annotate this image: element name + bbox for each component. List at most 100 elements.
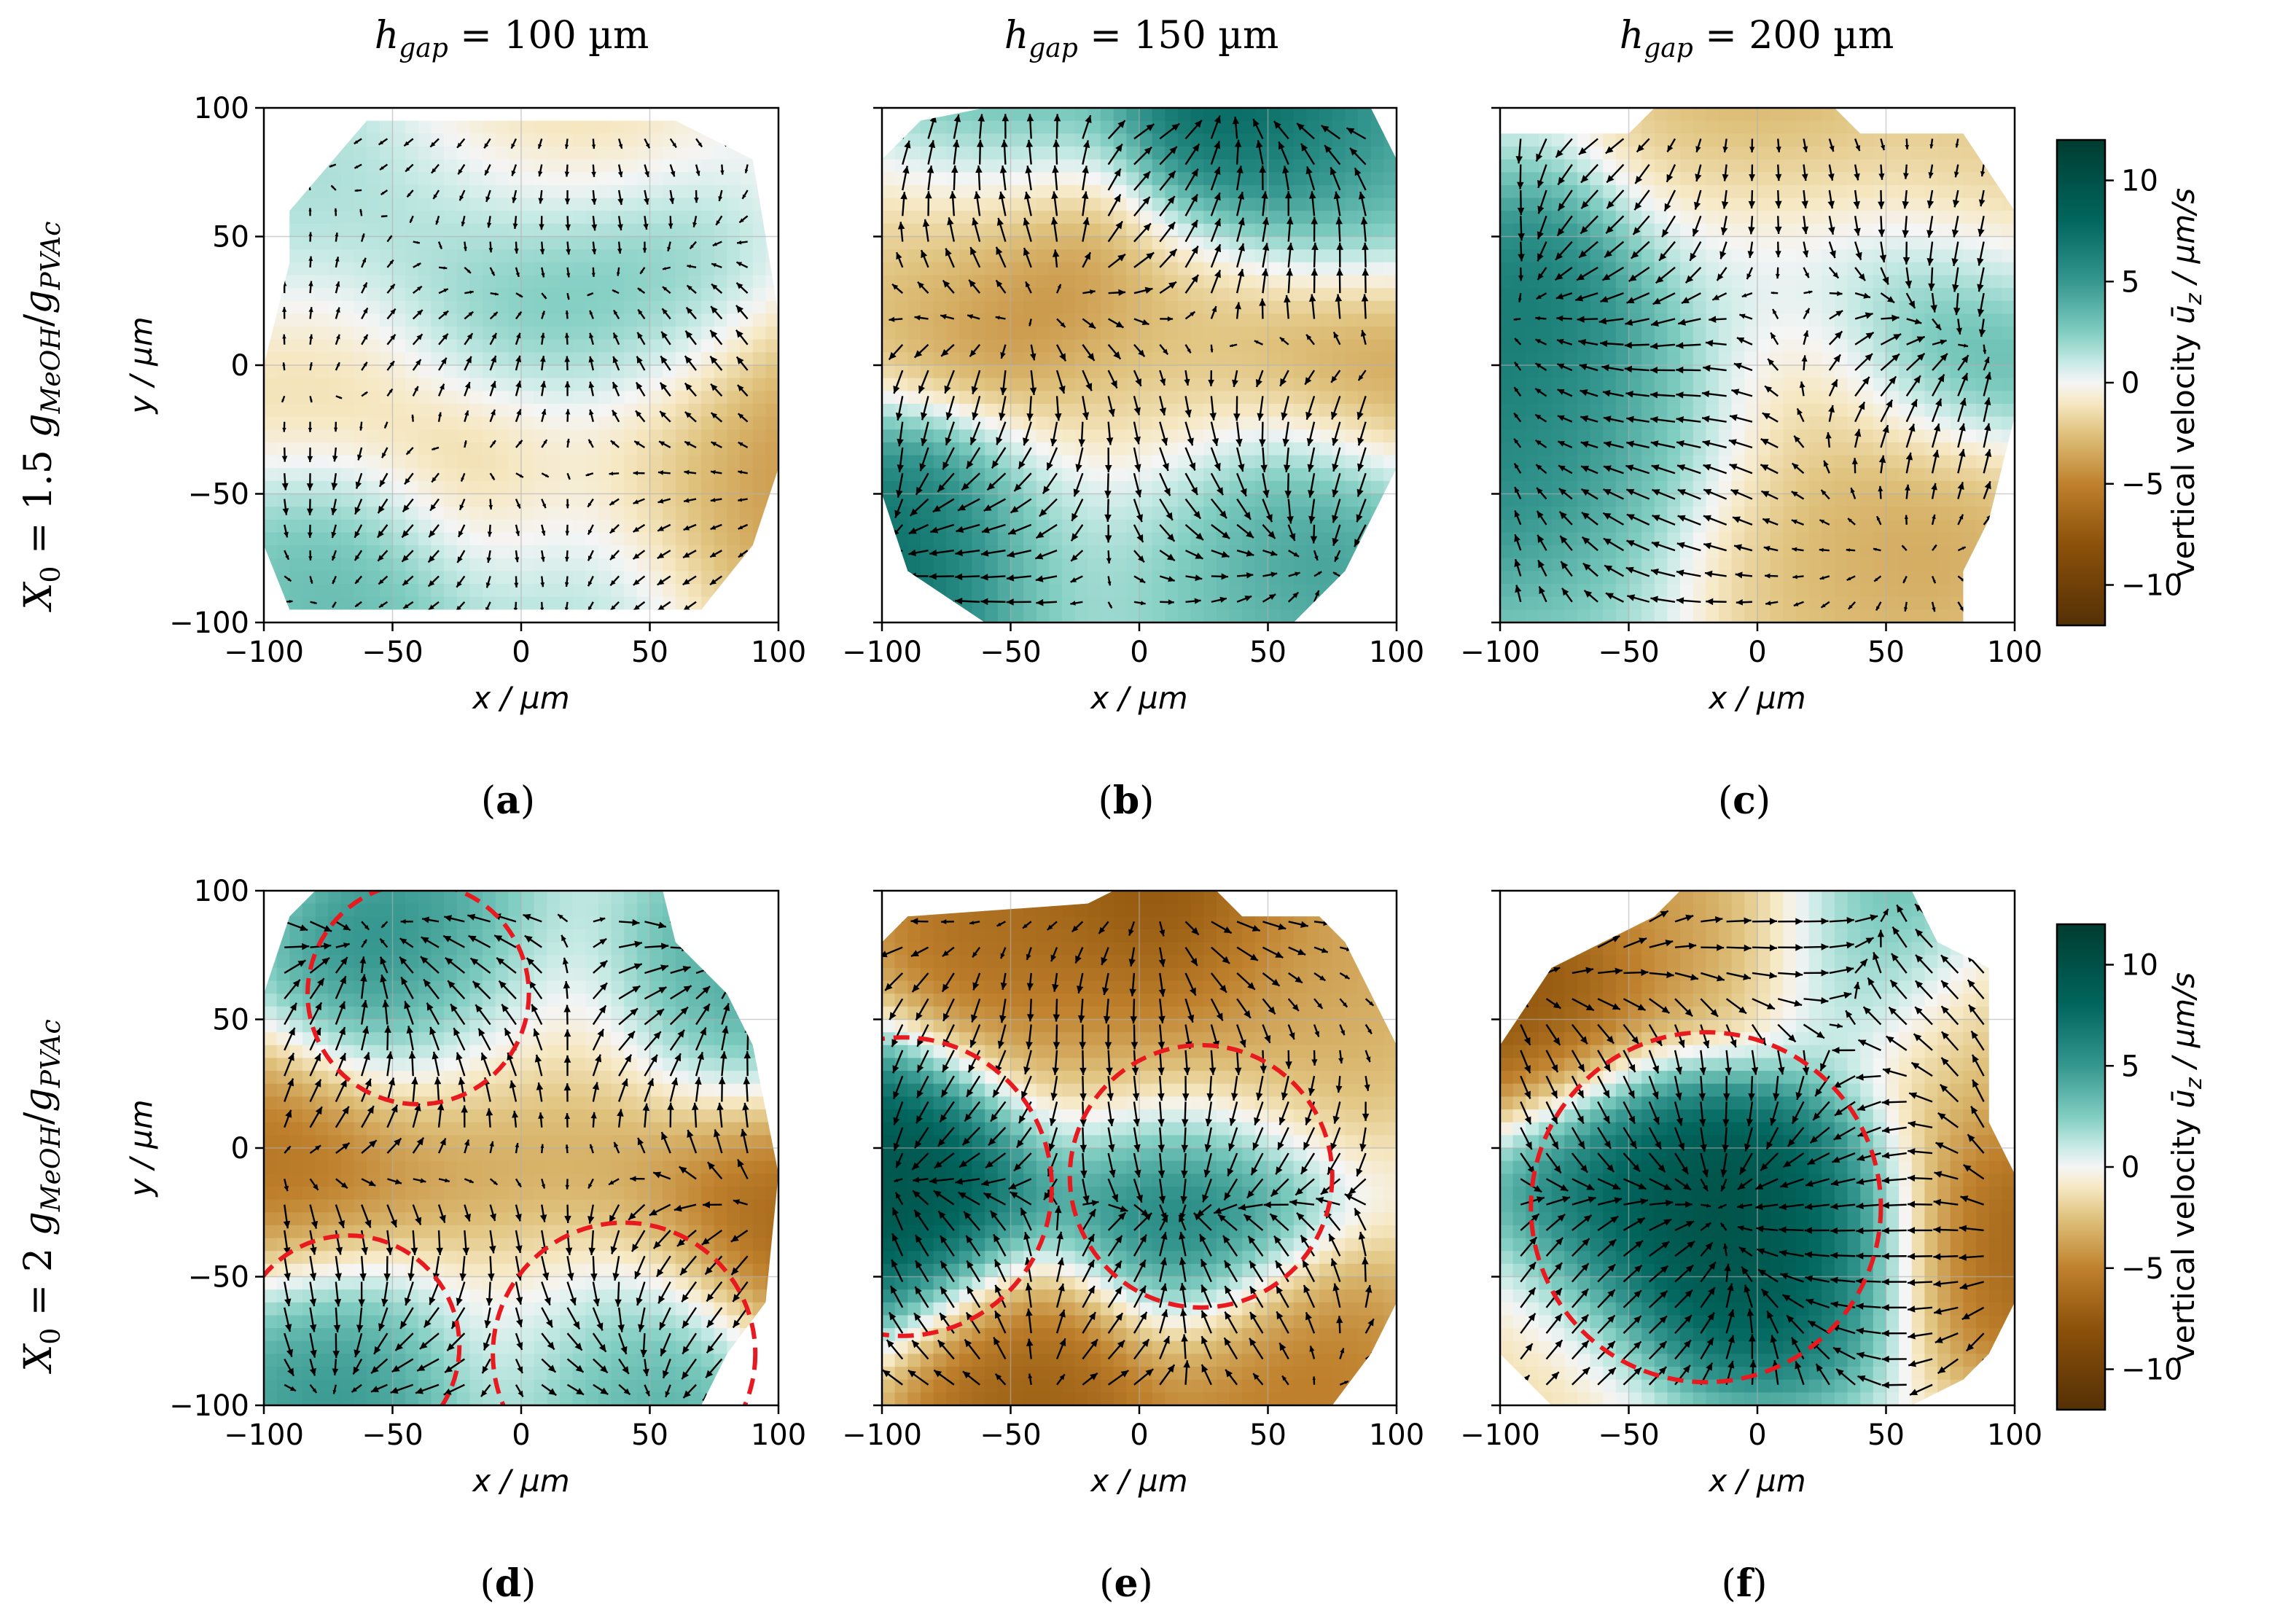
heatmap-cell (469, 365, 483, 379)
heatmap-cell (315, 275, 329, 289)
heatmap-cell (1113, 480, 1127, 495)
vector-head (1336, 242, 1344, 250)
heatmap-cell (328, 391, 342, 405)
heatmap-cell (354, 339, 367, 353)
heatmap-cell (1383, 365, 1397, 379)
vector-head (612, 356, 619, 364)
vector-head (307, 532, 313, 538)
heatmap-cell (521, 313, 535, 327)
heatmap-cell (264, 468, 278, 482)
heatmap-cell (328, 442, 342, 456)
heatmap-cell (765, 442, 778, 456)
heatmap-cell (289, 172, 303, 186)
heatmap-cell (1526, 288, 1539, 302)
heatmap-cell (765, 172, 778, 186)
heatmap-cell (1101, 442, 1114, 456)
heatmap-cell (1526, 223, 1539, 238)
velocity-vector (284, 183, 286, 191)
heatmap-cell (444, 172, 458, 186)
heatmap-cell (521, 198, 535, 211)
vector-head (1085, 115, 1092, 124)
heatmap-cell (289, 429, 303, 443)
heatmap-cell (276, 172, 290, 186)
heatmap-cell (1152, 416, 1166, 430)
heatmap-cell (1062, 211, 1076, 225)
heatmap-cell (1101, 313, 1114, 327)
heatmap-cell (302, 223, 316, 238)
heatmap-cell (276, 480, 290, 495)
heatmap-cell (547, 262, 561, 276)
heatmap-cell (418, 507, 432, 520)
heatmap-cell (1538, 313, 1553, 327)
heatmap-cell (714, 532, 727, 546)
vector-head (973, 191, 981, 200)
heatmap-cell (328, 313, 342, 327)
heatmap-cell (1101, 300, 1114, 314)
heatmap-cell (649, 584, 663, 598)
heatmap-cell (392, 146, 406, 160)
heatmap-cell (959, 300, 973, 314)
heatmap-cell (1190, 442, 1204, 456)
heatmap-cell (1538, 327, 1553, 340)
heatmap-cell (598, 391, 612, 405)
heatmap-cell (650, 609, 663, 622)
vector-head (1354, 590, 1362, 598)
heatmap-cell (1062, 391, 1076, 405)
heatmap-cell (1101, 159, 1114, 173)
y-tick-label: 50 (212, 221, 249, 254)
heatmap-cell (302, 120, 316, 122)
vector-head (332, 604, 335, 608)
vector-head (1293, 552, 1300, 557)
heatmap-cell (1242, 378, 1256, 391)
heatmap-cell (572, 223, 586, 238)
heatmap-cell (431, 609, 444, 622)
heatmap-cell (1216, 146, 1230, 160)
heatmap-cell (264, 558, 278, 571)
heatmap-cell (1293, 493, 1308, 507)
vector-head (363, 362, 367, 367)
heatmap-cell (585, 442, 599, 456)
heatmap-cell (328, 133, 342, 147)
heatmap-cell (559, 493, 574, 507)
vector-head (685, 330, 693, 339)
vector-head (1236, 165, 1244, 173)
vector-head (1214, 192, 1221, 201)
heatmap-cell (933, 184, 947, 199)
heatmap-cell (1023, 300, 1037, 314)
heatmap-cell (1036, 120, 1050, 134)
vector-head (1332, 437, 1339, 446)
vector-head (1000, 352, 1006, 359)
heatmap-cell (1500, 571, 1514, 585)
heatmap-cell (508, 468, 522, 482)
vector-head (1169, 147, 1177, 155)
heatmap-cell (340, 532, 355, 546)
heatmap-cell (469, 403, 483, 418)
heatmap-cell (559, 172, 574, 186)
heatmap-cell (1216, 468, 1230, 482)
vector-head (1138, 349, 1145, 357)
heatmap-cell (469, 596, 483, 610)
heatmap-cell (1101, 120, 1114, 134)
heatmap-cell (1500, 313, 1514, 327)
heatmap-cell (483, 249, 496, 263)
heatmap-cell (1242, 519, 1256, 534)
heatmap-cell (1242, 133, 1256, 147)
heatmap-cell (894, 545, 908, 559)
heatmap-cell (1551, 429, 1565, 443)
heatmap-cell (1358, 146, 1372, 160)
heatmap-cell (765, 300, 778, 314)
heatmap-cell (1551, 468, 1565, 482)
vector-head (1167, 196, 1175, 204)
heatmap-cell (302, 609, 316, 622)
heatmap-cell (328, 120, 342, 122)
heatmap-cell (276, 120, 290, 134)
heatmap-cell (444, 571, 458, 585)
heatmap-cell (367, 584, 380, 598)
heatmap-cell (907, 108, 921, 122)
heatmap-cell (663, 468, 676, 482)
heatmap-cell (1165, 172, 1179, 186)
heatmap-cell (1345, 403, 1359, 418)
heatmap-cell (1088, 327, 1101, 340)
heatmap-cell (495, 211, 509, 225)
heatmap-cell (1152, 532, 1166, 546)
